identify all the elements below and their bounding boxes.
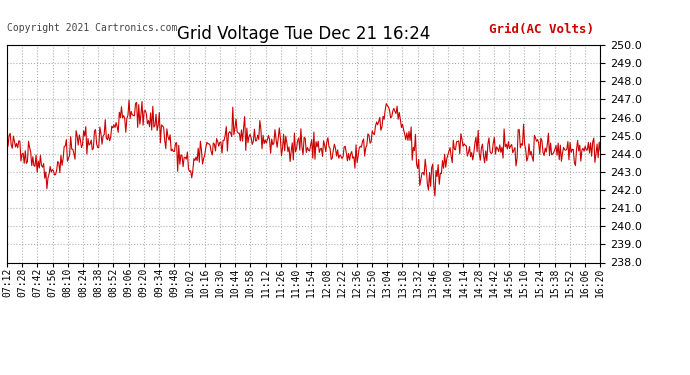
- Text: Copyright 2021 Cartronics.com: Copyright 2021 Cartronics.com: [7, 23, 177, 33]
- Text: Grid(AC Volts): Grid(AC Volts): [489, 23, 594, 36]
- Title: Grid Voltage Tue Dec 21 16:24: Grid Voltage Tue Dec 21 16:24: [177, 26, 431, 44]
